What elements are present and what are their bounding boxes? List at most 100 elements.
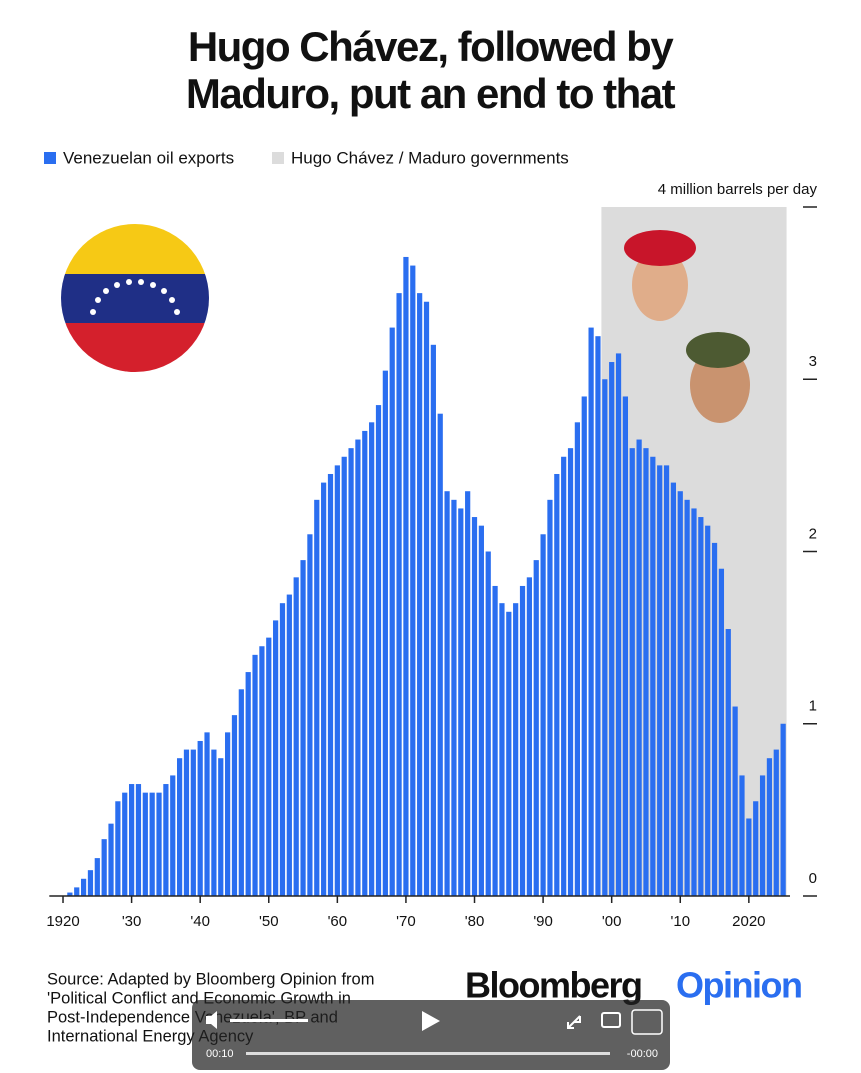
bar bbox=[170, 775, 176, 896]
bar bbox=[341, 456, 347, 896]
bar bbox=[506, 611, 512, 896]
bar bbox=[389, 327, 395, 896]
bar bbox=[314, 499, 320, 896]
bar bbox=[87, 870, 94, 896]
chart-title: Hugo Chávez, followed by bbox=[188, 23, 675, 70]
bar bbox=[183, 749, 190, 896]
bar bbox=[643, 448, 649, 896]
bar bbox=[245, 672, 251, 896]
bar bbox=[519, 585, 526, 896]
bar bbox=[595, 336, 601, 896]
plot: 0 1 2 3 4 million barrels per day 1920 '30 '40 '… bbox=[46, 181, 817, 930]
bar bbox=[554, 473, 560, 896]
bar bbox=[650, 456, 656, 896]
progress-bar[interactable] bbox=[246, 1052, 610, 1055]
bar bbox=[382, 370, 388, 896]
bar bbox=[177, 758, 183, 896]
bar bbox=[540, 534, 546, 896]
bar bbox=[197, 740, 203, 896]
x-tick-label: '30 bbox=[122, 913, 142, 930]
bar bbox=[636, 439, 642, 896]
y-tick-label: 1 bbox=[809, 698, 817, 715]
volume-slider[interactable] bbox=[230, 1019, 308, 1022]
bar bbox=[581, 396, 587, 896]
bar bbox=[444, 491, 450, 896]
bar bbox=[698, 517, 704, 896]
bar bbox=[238, 689, 244, 896]
chart-title: Maduro, put an end to that bbox=[186, 70, 676, 117]
legend-swatch bbox=[44, 152, 56, 164]
bar bbox=[410, 265, 416, 896]
video-controls: 00:10 -00:00 bbox=[192, 1000, 670, 1070]
legend: Venezuelan oil exports Hugo Chávez / Madu… bbox=[44, 148, 569, 167]
bar bbox=[163, 784, 169, 896]
bar bbox=[711, 542, 718, 896]
pip-icon[interactable] bbox=[601, 1012, 621, 1028]
bar bbox=[94, 858, 100, 896]
elapsed-time: 00:10 bbox=[206, 1048, 234, 1060]
bar bbox=[307, 534, 313, 896]
x-tick-label: '60 bbox=[328, 913, 348, 930]
bar bbox=[108, 823, 114, 896]
bar bbox=[732, 706, 738, 896]
quality-icon[interactable] bbox=[631, 1009, 663, 1035]
bar bbox=[142, 792, 148, 896]
bar bbox=[478, 525, 484, 896]
bar bbox=[622, 396, 629, 896]
x-tick-label: '00 bbox=[602, 913, 622, 930]
bar bbox=[746, 818, 752, 896]
x-tick-label: 2020 bbox=[732, 913, 765, 930]
bar bbox=[492, 585, 498, 896]
bar bbox=[218, 758, 224, 896]
bar bbox=[437, 413, 443, 896]
bar bbox=[780, 723, 786, 896]
minimize-icon[interactable] bbox=[567, 1015, 581, 1029]
bar bbox=[499, 603, 505, 896]
bar bbox=[677, 491, 683, 896]
y-tick-label: 4 million barrels per day bbox=[658, 181, 818, 198]
bar bbox=[101, 839, 107, 896]
bar bbox=[74, 887, 80, 896]
x-tick-label: '80 bbox=[465, 913, 485, 930]
bar bbox=[657, 465, 663, 896]
bar bbox=[334, 465, 340, 896]
bar bbox=[403, 256, 409, 896]
bar bbox=[80, 878, 87, 896]
bar bbox=[327, 473, 334, 896]
bar bbox=[574, 422, 580, 896]
volume-icon[interactable] bbox=[206, 1011, 217, 1029]
bar bbox=[615, 353, 622, 897]
bar bbox=[204, 732, 210, 896]
y-tick-label: 3 bbox=[809, 353, 817, 370]
bar bbox=[67, 892, 73, 896]
x-tick-label: '50 bbox=[259, 913, 279, 930]
x-tick-label: 1920 bbox=[46, 913, 79, 930]
logo: Bloomberg bbox=[465, 965, 642, 1006]
y-tick-label: 0 bbox=[809, 870, 817, 887]
bar bbox=[766, 758, 773, 896]
portraits bbox=[624, 230, 750, 423]
bar bbox=[533, 560, 539, 896]
bar bbox=[135, 784, 142, 896]
bar bbox=[362, 430, 368, 896]
bar bbox=[705, 525, 711, 896]
bar bbox=[423, 301, 430, 896]
x-tick-label: '40 bbox=[190, 913, 210, 930]
bar bbox=[567, 448, 574, 896]
legend-label: Venezuelan oil exports bbox=[63, 148, 234, 167]
bar bbox=[122, 792, 128, 896]
bar bbox=[369, 422, 375, 896]
bar bbox=[355, 439, 361, 896]
bar bbox=[190, 749, 196, 896]
bar bbox=[231, 715, 238, 896]
bar bbox=[526, 577, 532, 896]
player-bar bbox=[192, 1000, 670, 1070]
bar bbox=[286, 594, 292, 896]
remaining-time: -00:00 bbox=[627, 1048, 658, 1060]
bar bbox=[451, 499, 457, 896]
bar bbox=[753, 801, 759, 896]
play-button[interactable] bbox=[422, 1011, 440, 1031]
bar bbox=[609, 362, 615, 896]
bar bbox=[513, 603, 519, 896]
